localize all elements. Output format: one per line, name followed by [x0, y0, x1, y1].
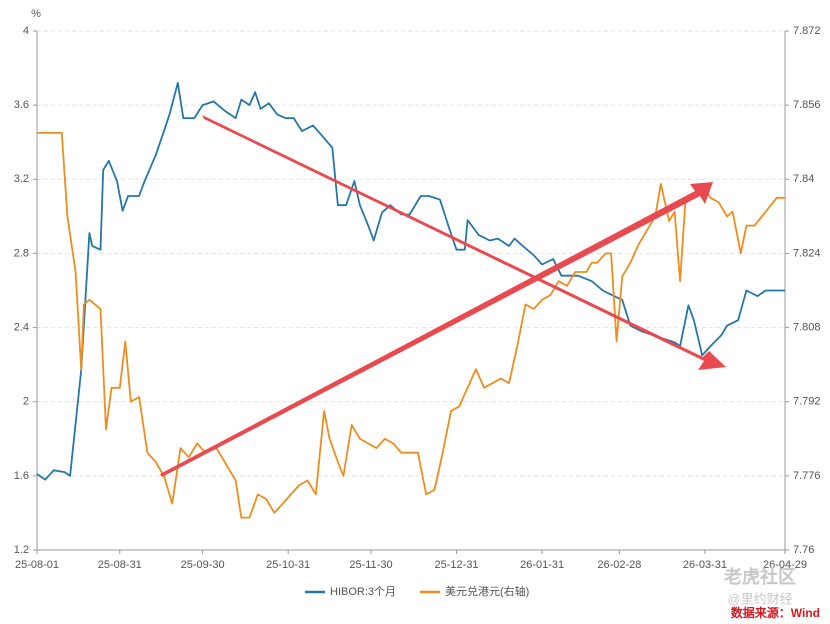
y-tick-label: 2	[23, 396, 29, 408]
series-line	[37, 132, 785, 519]
y2-tick-label: 7.808	[793, 321, 821, 333]
y2-tick-label: 7.856	[793, 99, 821, 111]
y-tick-label: 2.4	[14, 321, 29, 333]
y2-tick-label: 7.776	[793, 470, 821, 482]
y-tick-label: 2.8	[14, 247, 29, 259]
x-tick-label: 25-10-31	[266, 559, 310, 571]
watermark-sub: @里约财经	[727, 591, 792, 606]
x-tick-label: 26-02-28	[597, 559, 641, 571]
annotation-arrow	[202, 115, 726, 370]
y2-tick-label: 7.824	[793, 247, 821, 259]
y-tick-label: 1.2	[14, 544, 29, 556]
plot-area: 1.2 1.6 2 2.4 2.8 3.2 3.6 4 7.76 7.776 7.792 7.808 7…	[14, 25, 821, 571]
x-tick-label: 26-01-31	[520, 559, 564, 571]
x-tick-label: 25-08-31	[98, 559, 142, 571]
x-tick-label: 26-03-31	[683, 559, 727, 571]
x-tick-label: 26-04-29	[763, 559, 807, 571]
legend-label: 美元兑港元(右轴)	[445, 584, 529, 598]
source-note: 数据来源：Wind	[731, 605, 820, 620]
y2-tick-label: 7.792	[793, 396, 821, 408]
y-tick-label: 3.6	[14, 99, 29, 111]
x-tick-label: 25-12-31	[435, 559, 479, 571]
x-tick-label: 25-08-01	[15, 559, 59, 571]
y2-tick-label: 7.872	[793, 25, 821, 37]
y2-tick-label: 7.76	[793, 544, 814, 556]
y-tick-label: 3.2	[14, 173, 29, 185]
y2-tick-label: 7.84	[793, 173, 814, 185]
series-line	[36, 82, 785, 481]
y-tick-label: 4	[23, 25, 29, 37]
y-unit: %	[31, 8, 41, 20]
legend-label: HIBOR:3个月	[330, 585, 396, 598]
annotation-arrow	[160, 182, 713, 477]
watermark: 老虎社区	[724, 566, 796, 587]
y-tick-label: 1.6	[14, 470, 29, 482]
x-tick-label: 25-09-30	[181, 559, 225, 571]
x-tick-label: 25-11-30	[349, 559, 392, 571]
